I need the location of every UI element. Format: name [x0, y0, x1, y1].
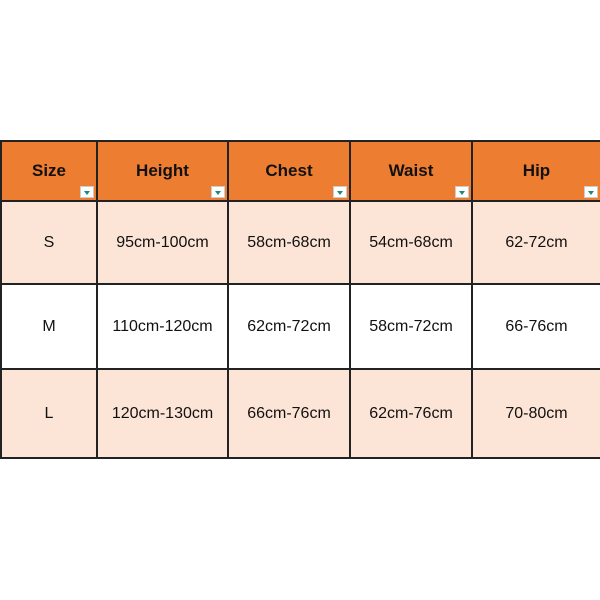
table-row: S 95cm-100cm 58cm-68cm 54cm-68cm 62-72cm: [0, 200, 600, 285]
filter-dropdown-icon[interactable]: [455, 186, 469, 198]
header-label: Hip: [522, 161, 551, 180]
header-label: Size: [31, 161, 67, 180]
cell-size: S: [0, 200, 98, 285]
header-chest: Chest: [227, 140, 351, 202]
header-label: Chest: [265, 161, 313, 180]
table-row: M 110cm-120cm 62cm-72cm 58cm-72cm 66-76c…: [0, 283, 600, 370]
header-hip: Hip: [471, 140, 600, 202]
cell-waist: 62cm-76cm: [349, 368, 473, 459]
cell-chest: 62cm-72cm: [227, 283, 351, 370]
cell-height: 110cm-120cm: [96, 283, 229, 370]
cell-waist: 58cm-72cm: [349, 283, 473, 370]
header-label: Waist: [388, 161, 434, 180]
cell-chest: 66cm-76cm: [227, 368, 351, 459]
filter-dropdown-icon[interactable]: [584, 186, 598, 198]
header-size: Size: [0, 140, 98, 202]
cell-size: M: [0, 283, 98, 370]
header-row: Size Height Chest Waist Hip: [0, 140, 600, 202]
header-height: Height: [96, 140, 229, 202]
cell-waist: 54cm-68cm: [349, 200, 473, 285]
filter-dropdown-icon[interactable]: [211, 186, 225, 198]
header-label: Height: [136, 161, 189, 180]
cell-hip: 62-72cm: [471, 200, 600, 285]
cell-height: 95cm-100cm: [96, 200, 229, 285]
size-chart-table: Size Height Chest Waist Hip S 95cm-100cm…: [0, 140, 600, 459]
cell-chest: 58cm-68cm: [227, 200, 351, 285]
filter-dropdown-icon[interactable]: [80, 186, 94, 198]
cell-hip: 70-80cm: [471, 368, 600, 459]
filter-dropdown-icon[interactable]: [333, 186, 347, 198]
cell-size: L: [0, 368, 98, 459]
table-row: L 120cm-130cm 66cm-76cm 62cm-76cm 70-80c…: [0, 368, 600, 459]
header-waist: Waist: [349, 140, 473, 202]
cell-hip: 66-76cm: [471, 283, 600, 370]
cell-height: 120cm-130cm: [96, 368, 229, 459]
